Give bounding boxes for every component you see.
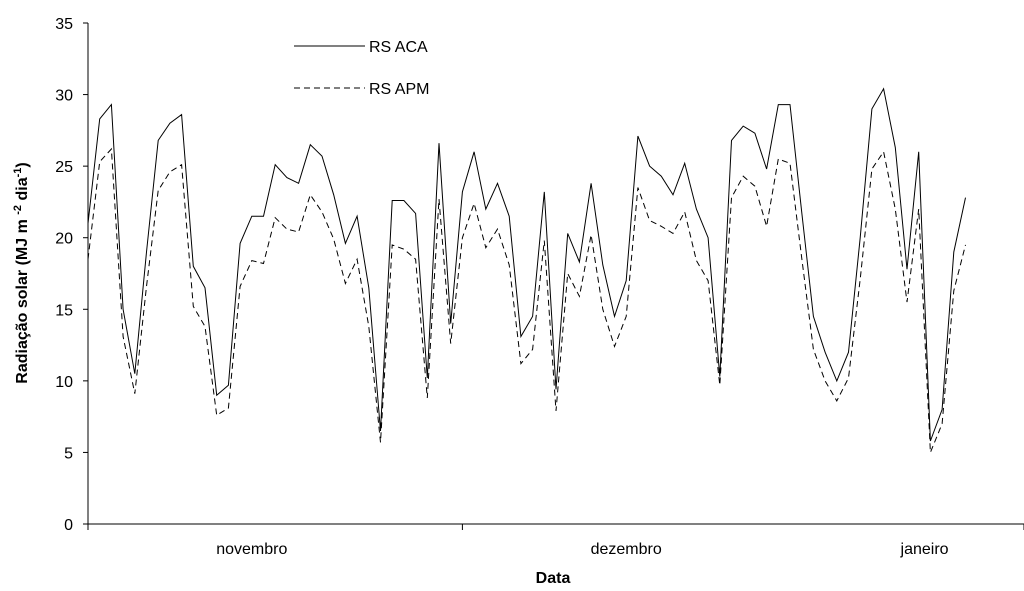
y-axis-ticks: 0 5 10 15 20 25 30 35 xyxy=(55,16,88,534)
x-tick-label: novembro xyxy=(216,541,287,558)
legend-label: RS APM xyxy=(369,81,429,98)
series-line-2 xyxy=(87,147,966,453)
y-axis: 0 5 10 15 20 25 30 35 xyxy=(55,16,89,534)
x-axis: novembro dezembro janeiro xyxy=(87,523,1024,558)
legend-label: RS ACA xyxy=(369,39,428,56)
y-tick-label: 10 xyxy=(55,374,73,391)
x-tick-label: janeiro xyxy=(900,541,949,558)
y-tick-label: 35 xyxy=(55,16,73,33)
y-axis-title: Radiação solar (MJ m -2 dia-1) xyxy=(12,162,31,383)
y-tick-label: 30 xyxy=(55,88,73,105)
legend: RS ACA RS APM xyxy=(294,39,429,98)
series-line-1 xyxy=(87,87,966,442)
y-tick-label: 15 xyxy=(55,302,73,319)
y-tick-label: 5 xyxy=(64,445,73,462)
y-tick-label: 25 xyxy=(55,159,73,176)
x-tick-label: dezembro xyxy=(591,541,662,558)
y-tick-label: 0 xyxy=(64,517,73,534)
x-axis-title: Data xyxy=(536,570,571,587)
x-axis-ticks: novembro dezembro janeiro xyxy=(87,524,1024,558)
y-tick-label: 20 xyxy=(55,231,73,248)
series-lines xyxy=(87,87,966,453)
